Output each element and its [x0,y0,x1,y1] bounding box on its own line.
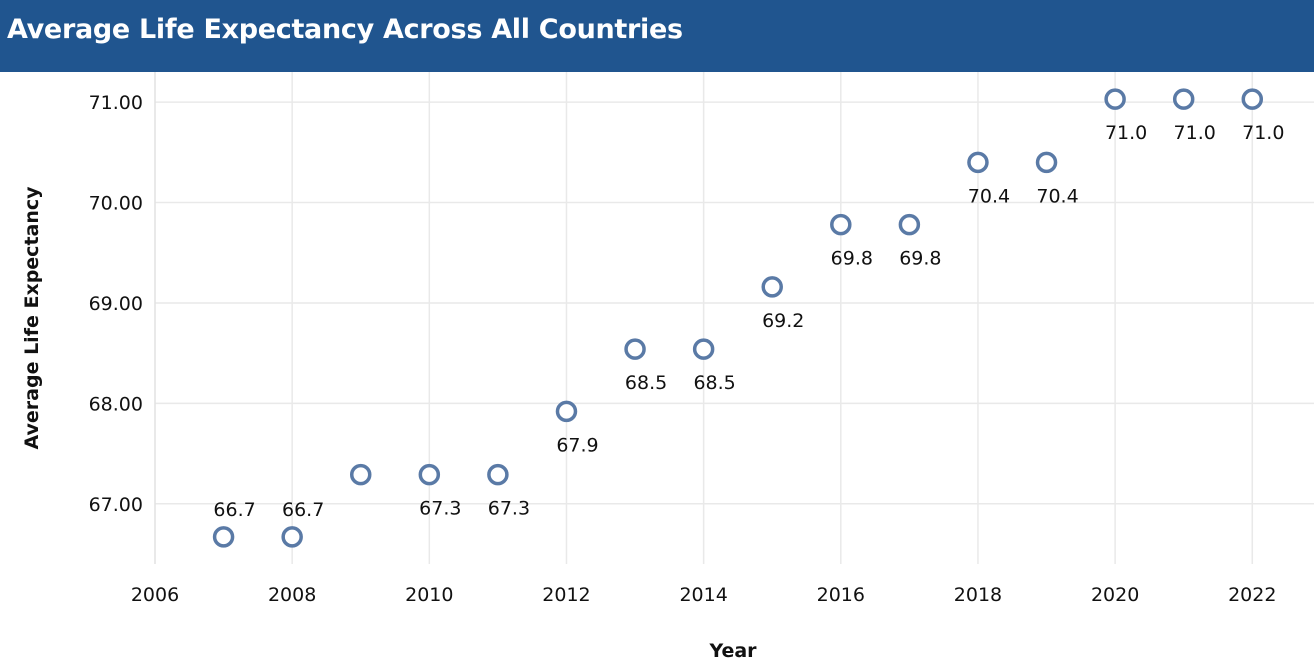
y-axis-ticks: 67.00 68.00 69.00 70.00 71.00 [89,92,143,516]
data-point [418,463,441,486]
x-tick-label: 2014 [679,584,727,606]
title-bar: Average Life Expectancy Across All Count… [0,0,1314,72]
y-tick-label: 69.00 [89,293,143,315]
data-label: 71.0 [1105,122,1147,144]
x-tick-label: 2008 [268,584,316,606]
data-label: 69.8 [831,248,873,270]
y-axis-title: Average Life Expectancy [21,186,43,450]
data-point [555,400,578,423]
data-labels: 66.7 66.7 67.3 67.3 67.9 68.5 68.5 69.2 69.8 69.8… [213,122,1284,521]
data-point [624,338,646,360]
data-label: 71.0 [1174,122,1216,144]
x-axis-title: Year [708,640,757,662]
data-label: 66.7 [213,499,255,521]
data-label: 68.5 [693,372,735,394]
chart-title: Average Life Expectancy Across All Count… [7,14,683,45]
data-point [1241,88,1264,110]
data-label: 67.9 [556,434,598,456]
data-point [761,276,783,298]
y-tick-label: 68.00 [89,393,143,415]
y-tick-label: 71.00 [89,92,143,114]
data-point [967,151,989,174]
data-label: 69.8 [899,248,941,270]
data-point [830,213,852,236]
x-axis-ticks: 2006 2008 2010 2012 2014 2016 2018 2020 2022 [131,584,1277,606]
y-tick-label: 70.00 [89,193,143,215]
y-tick-label: 67.00 [89,494,143,516]
data-point [281,526,303,548]
data-point [1172,88,1195,110]
data-label: 66.7 [282,499,324,521]
data-point [1104,88,1126,110]
data-label: 67.3 [488,498,530,520]
data-point [349,463,372,486]
data-label: 71.0 [1242,122,1284,144]
data-points [212,88,1264,548]
x-tick-label: 2018 [954,584,1002,606]
data-label: 67.3 [419,498,461,520]
data-point [487,463,509,486]
x-tick-label: 2006 [131,584,179,606]
data-point [898,213,921,236]
x-tick-label: 2016 [817,584,865,606]
x-tick-label: 2022 [1228,584,1276,606]
data-point [1035,151,1058,174]
data-label: 68.5 [625,372,667,394]
x-tick-label: 2010 [405,584,453,606]
x-tick-label: 2012 [542,584,590,606]
data-point [692,338,715,360]
data-point [212,526,235,548]
data-label: 70.4 [968,185,1010,207]
grid-lines [155,72,1314,564]
data-label: 70.4 [1036,185,1078,207]
x-tick-label: 2020 [1091,584,1139,606]
data-label: 69.2 [762,310,804,332]
